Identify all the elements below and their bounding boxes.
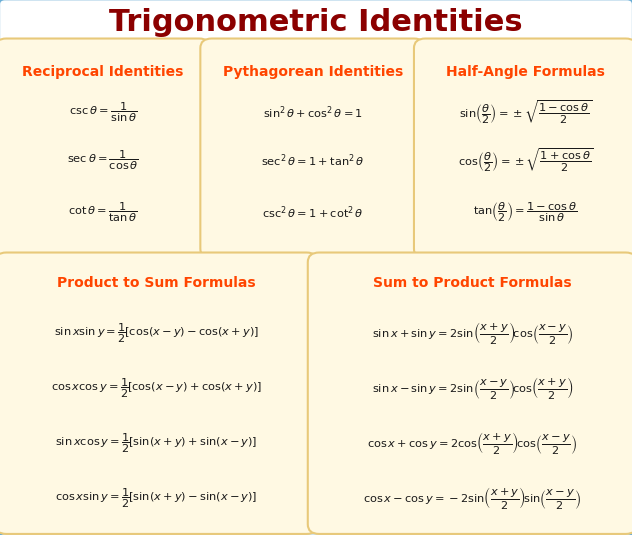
- Text: $\tan\!\left(\dfrac{\theta}{2}\right) = \dfrac{1-\cos\theta}{\sin\theta}$: $\tan\!\left(\dfrac{\theta}{2}\right) = …: [473, 201, 578, 225]
- Text: $\cos\!\left(\dfrac{\theta}{2}\right) = \pm\sqrt{\dfrac{1+\cos\theta}{2}}$: $\cos\!\left(\dfrac{\theta}{2}\right) = …: [458, 147, 593, 174]
- FancyBboxPatch shape: [0, 39, 210, 258]
- Text: $\sin x\sin y = \dfrac{1}{2}\!\left[\cos(x-y)-\cos(x+y)\right]$: $\sin x\sin y = \dfrac{1}{2}\!\left[\cos…: [54, 321, 259, 345]
- Text: Sum to Product Formulas: Sum to Product Formulas: [373, 276, 572, 290]
- FancyBboxPatch shape: [200, 39, 425, 258]
- FancyBboxPatch shape: [414, 39, 632, 258]
- Text: Trigonometric Identities: Trigonometric Identities: [109, 8, 523, 37]
- Text: $\sin x+\sin y = 2\sin\!\left(\dfrac{x+y}{2}\right)\!\cos\!\left(\dfrac{x-y}{2}\: $\sin x+\sin y = 2\sin\!\left(\dfrac{x+y…: [372, 320, 573, 346]
- Text: $\sec\theta = \dfrac{1}{\cos\theta}$: $\sec\theta = \dfrac{1}{\cos\theta}$: [67, 149, 138, 172]
- Text: $\sin x-\sin y = 2\sin\!\left(\dfrac{x-y}{2}\right)\!\cos\!\left(\dfrac{x+y}{2}\: $\sin x-\sin y = 2\sin\!\left(\dfrac{x-y…: [372, 375, 573, 401]
- Text: $\sin x\cos y = \dfrac{1}{2}\!\left[\sin(x+y)+\sin(x-y)\right]$: $\sin x\cos y = \dfrac{1}{2}\!\left[\sin…: [55, 431, 258, 455]
- Text: $\cos x+\cos y = 2\cos\!\left(\dfrac{x+y}{2}\right)\!\cos\!\left(\dfrac{x-y}{2}\: $\cos x+\cos y = 2\cos\!\left(\dfrac{x+y…: [367, 430, 578, 456]
- FancyBboxPatch shape: [308, 253, 632, 534]
- Text: Half-Angle Formulas: Half-Angle Formulas: [446, 65, 605, 79]
- Text: $\sec^2\theta = 1 + \tan^2\theta$: $\sec^2\theta = 1 + \tan^2\theta$: [261, 152, 365, 169]
- Text: $\cot\theta = \dfrac{1}{\tan\theta}$: $\cot\theta = \dfrac{1}{\tan\theta}$: [68, 201, 138, 225]
- Text: $\sin\!\left(\dfrac{\theta}{2}\right) = \pm\sqrt{\dfrac{1-\cos\theta}{2}}$: $\sin\!\left(\dfrac{\theta}{2}\right) = …: [459, 98, 592, 126]
- Text: $\cos x-\cos y = -2\sin\!\left(\dfrac{x+y}{2}\right)\!\sin\!\left(\dfrac{x-y}{2}: $\cos x-\cos y = -2\sin\!\left(\dfrac{x+…: [363, 485, 581, 511]
- Text: Pythagorean Identities: Pythagorean Identities: [222, 65, 403, 79]
- Text: $\csc\theta = \dfrac{1}{\sin\theta}$: $\csc\theta = \dfrac{1}{\sin\theta}$: [68, 101, 137, 124]
- Text: $\cos x\cos y = \dfrac{1}{2}\!\left[\cos(x-y)+\cos(x+y)\right]$: $\cos x\cos y = \dfrac{1}{2}\!\left[\cos…: [51, 376, 262, 400]
- Text: $\csc^2\theta = 1 + \cot^2\theta$: $\csc^2\theta = 1 + \cot^2\theta$: [262, 204, 363, 221]
- Text: Product to Sum Formulas: Product to Sum Formulas: [57, 276, 256, 290]
- FancyBboxPatch shape: [0, 253, 318, 534]
- Text: $\sin^2\theta + \cos^2\theta = 1$: $\sin^2\theta + \cos^2\theta = 1$: [263, 104, 363, 121]
- Text: $\cos x\sin y = \dfrac{1}{2}\!\left[\sin(x+y)-\sin(x-y)\right]$: $\cos x\sin y = \dfrac{1}{2}\!\left[\sin…: [55, 486, 258, 510]
- Text: Reciprocal Identities: Reciprocal Identities: [22, 65, 183, 79]
